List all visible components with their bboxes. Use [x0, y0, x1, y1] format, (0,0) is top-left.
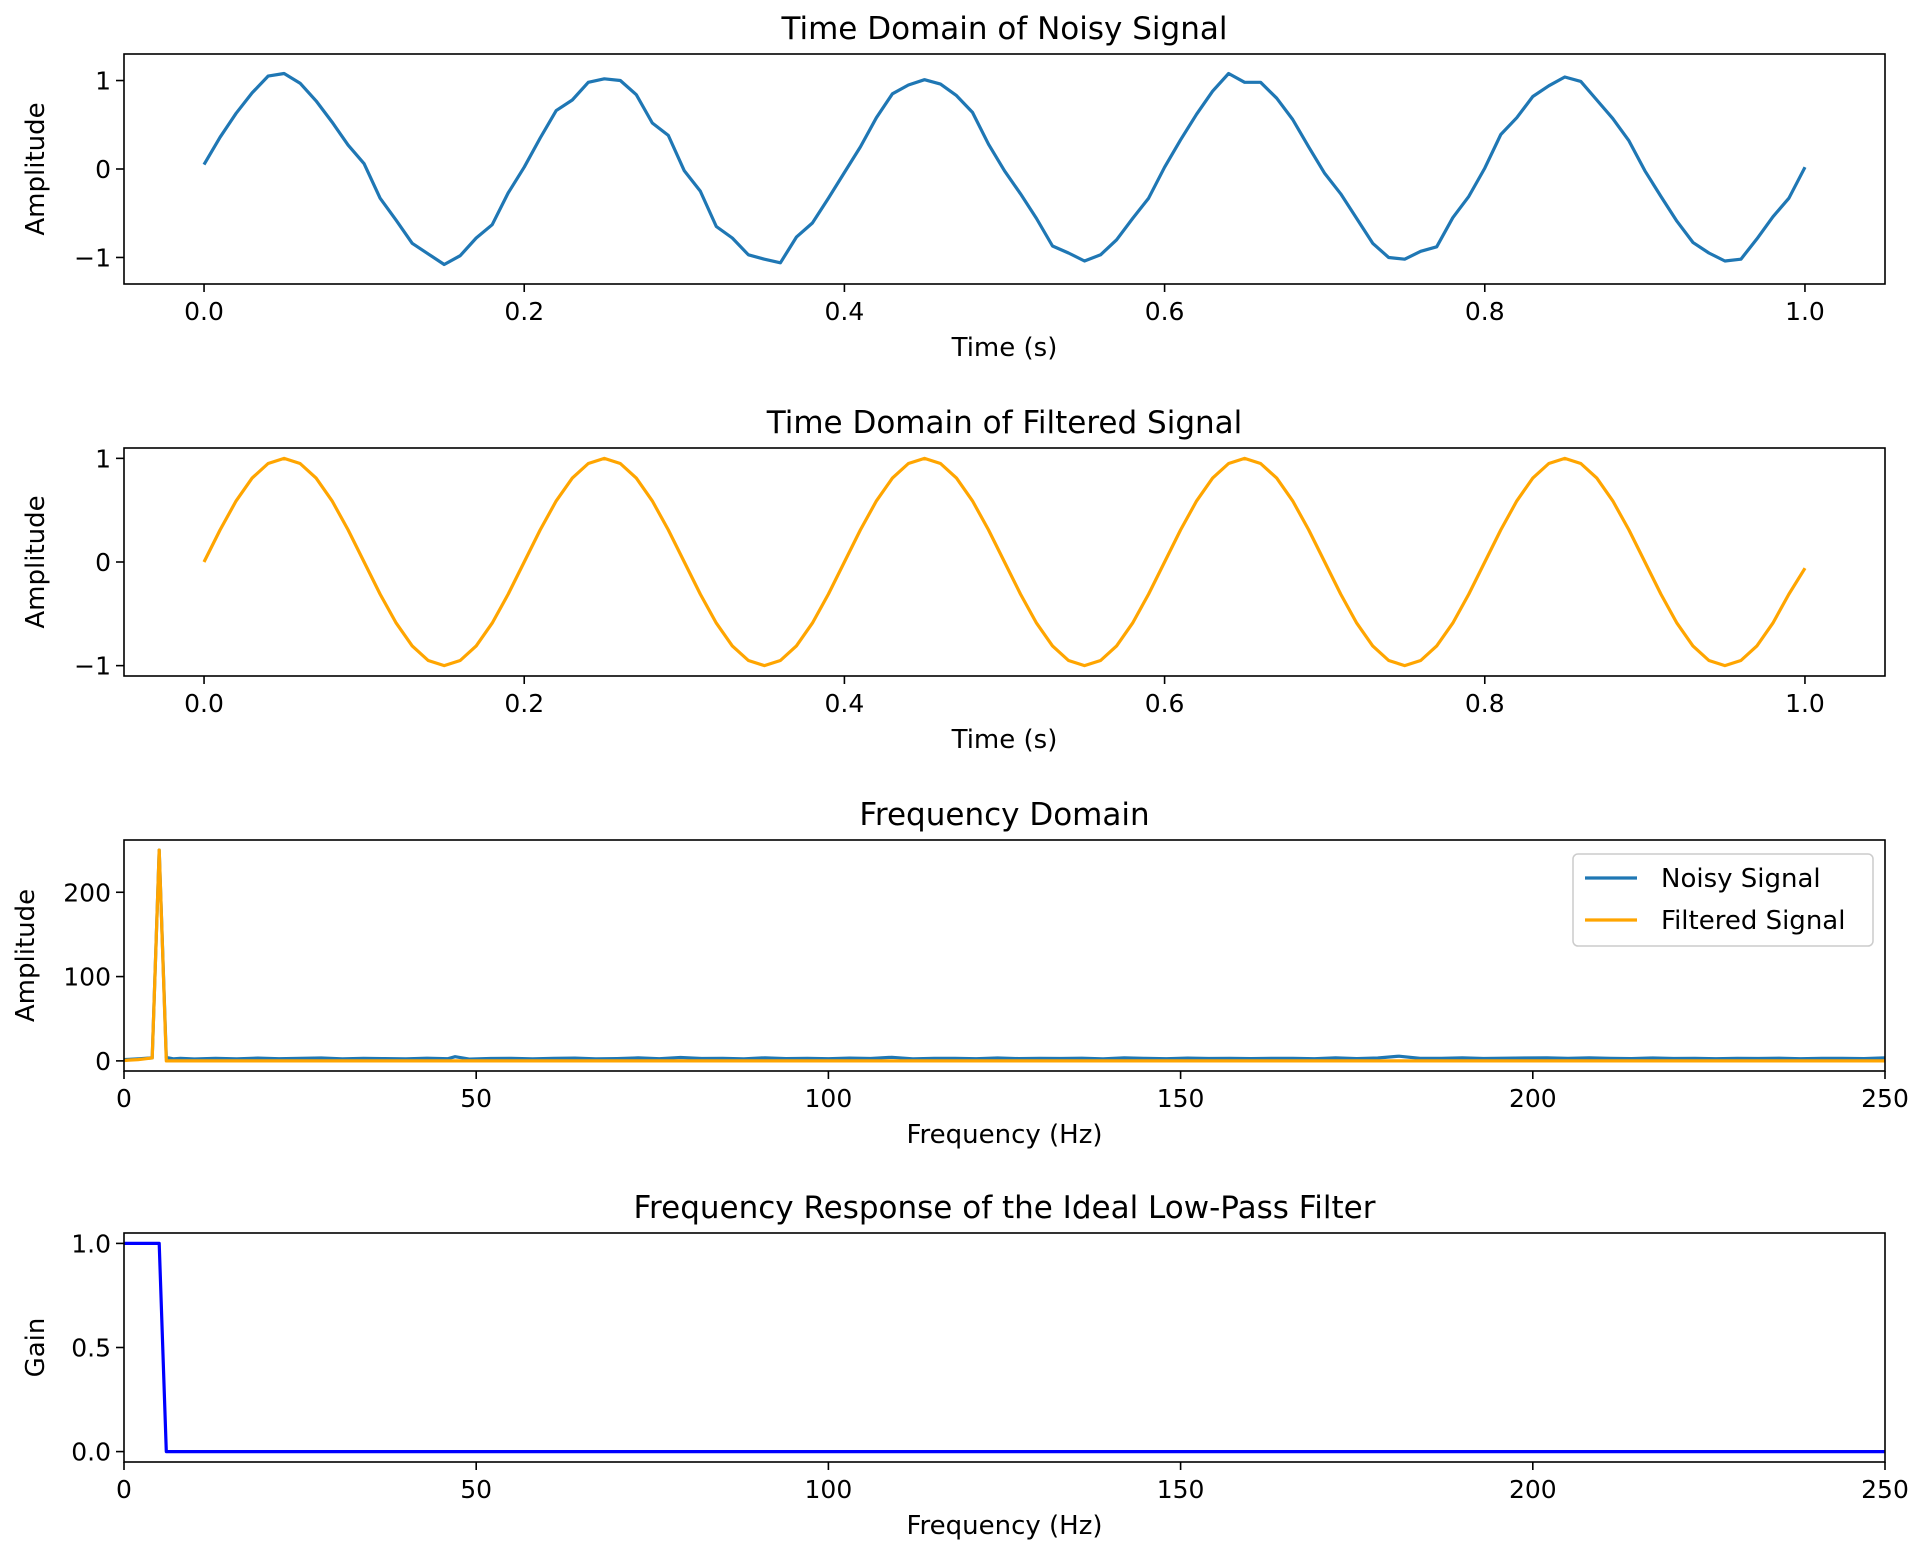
x-tick-label: 0.6 — [1145, 297, 1185, 326]
series-line — [202, 456, 1807, 668]
x-tick-label: 1.0 — [1785, 689, 1825, 718]
x-axis-label: Frequency (Hz) — [906, 1120, 1102, 1150]
y-axis-label: Amplitude — [11, 889, 41, 1022]
x-tick-label: 50 — [460, 1475, 492, 1504]
y-tick-label: 1 — [95, 444, 111, 473]
x-tick-label: 0.6 — [1145, 689, 1185, 718]
series-line — [202, 71, 1807, 267]
y-tick-label: 0.0 — [71, 1438, 111, 1467]
x-tick-label: 200 — [1509, 1084, 1557, 1113]
x-tick-label: 0.8 — [1465, 689, 1505, 718]
x-tick-label: 250 — [1861, 1084, 1909, 1113]
y-tick-label: 0 — [95, 1047, 111, 1076]
chart-filter_response: Frequency Response of the Ideal Low-Pass… — [21, 1190, 1909, 1541]
x-tick-label: 150 — [1157, 1084, 1205, 1113]
chart-frequency_domain: Frequency Domain 0 50 100 150 200 250 0 100 200 Fr… — [11, 797, 1909, 1150]
x-tick-label: 150 — [1157, 1475, 1205, 1504]
series-line-noisy-signal — [124, 848, 1885, 1062]
y-tick-label: 1.0 — [71, 1229, 111, 1258]
x-tick-label: 0.2 — [504, 689, 544, 718]
legend-box — [1572, 853, 1874, 947]
chart-title: Frequency Response of the Ideal Low-Pass… — [633, 1190, 1375, 1226]
y-tick-label: 1 — [95, 67, 111, 96]
x-tick-label: 1.0 — [1785, 297, 1825, 326]
legend: Noisy Signal Filtered Signal — [1572, 853, 1874, 947]
y-tick-label: 0 — [95, 548, 111, 577]
legend-label: Noisy Signal — [1661, 864, 1821, 894]
y-axis-label: Gain — [21, 1318, 51, 1378]
chart-title: Time Domain of Noisy Signal — [781, 11, 1228, 47]
y-tick-label: 200 — [63, 878, 111, 907]
x-axis-label: Time (s) — [951, 333, 1058, 363]
x-tick-label: 200 — [1509, 1475, 1557, 1504]
y-axis-label: Amplitude — [21, 495, 51, 628]
axes-frame — [123, 839, 1886, 1072]
x-tick-label: 0.0 — [184, 297, 224, 326]
x-tick-label: 50 — [460, 1084, 492, 1113]
x-tick-label: 0.8 — [1465, 297, 1505, 326]
x-tick-label: 0.4 — [825, 689, 865, 718]
x-tick-label: 100 — [805, 1475, 853, 1504]
chart-filtered_time: Time Domain of Filtered Signal 0.0 0.2 0.4 0… — [21, 405, 1886, 755]
x-tick-label: 0.4 — [825, 297, 865, 326]
series-line — [124, 1241, 1885, 1454]
x-tick-label: 0 — [116, 1475, 132, 1504]
chart-title: Time Domain of Filtered Signal — [766, 405, 1243, 441]
x-tick-label: 0.0 — [184, 689, 224, 718]
y-tick-label: −1 — [74, 652, 111, 681]
x-tick-label: 250 — [1861, 1475, 1909, 1504]
x-tick-label: 100 — [805, 1084, 853, 1113]
y-tick-label: 0.5 — [71, 1334, 111, 1363]
x-axis-label: Time (s) — [951, 725, 1058, 755]
axes-frame — [123, 1232, 1886, 1463]
y-axis-label: Amplitude — [21, 102, 51, 235]
series-line-filtered-signal — [124, 848, 1885, 1063]
chart-title: Frequency Domain — [859, 797, 1149, 833]
x-tick-label: 0 — [116, 1084, 132, 1113]
y-tick-label: 100 — [63, 963, 111, 992]
x-tick-label: 0.2 — [504, 297, 544, 326]
chart-noisy_time: Time Domain of Noisy Signal 0.0 0.2 0.4 0.6 0… — [21, 11, 1886, 363]
y-tick-label: −1 — [74, 243, 111, 272]
y-tick-label: 0 — [95, 155, 111, 184]
legend-label: Filtered Signal — [1661, 906, 1845, 936]
x-axis-label: Frequency (Hz) — [906, 1511, 1102, 1541]
